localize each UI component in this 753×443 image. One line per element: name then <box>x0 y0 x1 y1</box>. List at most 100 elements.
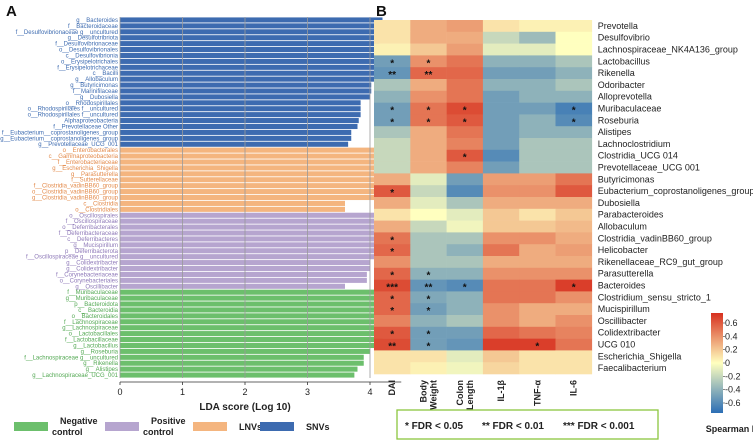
heatmap-cell <box>410 55 447 68</box>
heatmap-cell <box>482 173 520 186</box>
heatmap-cell <box>555 303 593 316</box>
lda-bar-label: c__Clostridia <box>83 201 118 207</box>
heatmap-cell <box>482 20 520 33</box>
lda-bar-label: g__Escherichia_Shigella <box>52 166 118 172</box>
legend-label: Positive control <box>143 416 186 437</box>
lda-bar-snvs <box>120 106 361 112</box>
heatmap-cell <box>446 279 484 292</box>
lda-bar-label: g__Dubosiella <box>80 95 119 101</box>
lda-bar-label: o__Corynebacteriales <box>60 278 118 284</box>
lda-bar-lnvs <box>120 200 345 206</box>
spearman-colorbar: 0.6 0.4 0.2 0 -0.2 -0.4 -0.6 Spearman R <box>706 313 753 434</box>
heatmap-cell <box>446 90 484 103</box>
heatmap-row-label: Dubosiella <box>598 198 640 208</box>
heatmap-cell <box>374 173 411 186</box>
lda-bar-label: o__Rhodospirillales f__uncultured <box>28 107 118 113</box>
significance-star: * <box>390 58 394 69</box>
lda-bar-snvs <box>120 112 361 118</box>
lda-bar-label: g__Parasutterella <box>71 172 119 178</box>
heatmap-cell <box>482 79 520 92</box>
heatmap-cell <box>410 232 447 245</box>
heatmap-significance-stars: * *** *** * * ** * * ****** **** ** * ** ** ** *** * * <box>386 58 575 352</box>
lda-bar-lnvs <box>120 153 409 159</box>
lda-bar-snvs <box>120 52 379 59</box>
lda-bar-positive-control <box>120 277 367 283</box>
legend-swatch-lnvs <box>193 422 227 431</box>
lda-bar-label: o__Oscillospirales <box>69 213 118 219</box>
significance-star: ** <box>388 342 396 353</box>
heatmap-cell <box>410 90 447 103</box>
significance-star: * <box>390 188 394 199</box>
lda-bar-negative-control <box>120 313 417 319</box>
legend-swatch-positive-control <box>105 422 139 431</box>
significance-star: * <box>535 342 539 353</box>
heatmap-row-label: Roseburia <box>598 115 639 125</box>
heatmap-cell <box>519 161 556 174</box>
heatmap-row-label: Parabacteroides <box>598 210 664 220</box>
lda-bar-label: g__Bacteroides <box>76 18 118 24</box>
heatmap-cell <box>555 220 593 233</box>
heatmap-cell <box>446 185 484 198</box>
heatmap-cell <box>410 362 447 375</box>
lda-bar-label: o__Enterobacterales <box>63 148 118 154</box>
lda-bar-negative-control <box>120 319 415 325</box>
heatmap-cell <box>410 20 447 33</box>
lda-bar-label: o__Rhodospirillales <box>66 101 118 107</box>
lda-group-legend: Negative control Positive control LNVs SNVs <box>14 416 330 437</box>
heatmap-cell <box>446 208 484 221</box>
lda-bar-positive-control <box>120 254 377 260</box>
heatmap-cell <box>555 126 593 139</box>
lda-bar-negative-control <box>120 366 358 372</box>
heatmap-cell <box>555 138 593 151</box>
lda-bar-snvs <box>120 118 359 124</box>
lda-x-tick-label: 1 <box>180 387 185 397</box>
significance-star: * <box>463 117 467 128</box>
lda-bar-positive-control <box>120 248 383 254</box>
lda-bar-label: g__Muribaculaceae <box>66 296 119 302</box>
heatmap-cell <box>519 67 556 80</box>
heatmap-row-label: Clostridia_vadinBB60_group <box>598 233 712 243</box>
heatmap-cell <box>374 232 411 245</box>
colorbar-tick-label: -0.2 <box>725 371 741 381</box>
heatmap-cell <box>446 303 484 316</box>
lda-bar-label: Alphaproteobacteria <box>64 119 118 125</box>
significance-star: *** <box>386 283 398 294</box>
lda-bar-label: c__Bacteroidia <box>78 308 118 314</box>
heatmap-cell <box>482 303 520 316</box>
heatmap-cell <box>482 138 520 151</box>
lda-bar-label: f__Muribaculaceae <box>67 290 118 296</box>
heatmap-cell <box>519 256 556 269</box>
lda-bars: g__Bacteroidesf__Bacteroidaceaef__Desulf… <box>0 17 420 379</box>
heatmap-cell <box>410 43 447 56</box>
significance-star: * <box>390 117 394 128</box>
lda-bar-label: o__Erysipelotrichales <box>61 59 118 65</box>
heatmap-cell <box>555 362 593 375</box>
heatmap-row-label: Faecalibacterium <box>598 363 667 373</box>
panel-letter-a: A <box>6 3 17 20</box>
heatmap-cell <box>446 291 484 304</box>
significance-star: * <box>463 283 467 294</box>
significance-star: * <box>426 106 430 117</box>
lda-bar-lnvs <box>120 147 411 153</box>
heatmap-cell <box>374 138 411 151</box>
heatmap-cell <box>446 197 484 210</box>
heatmap-cell <box>482 338 520 351</box>
heatmap-cell <box>374 55 411 68</box>
lda-bar-lnvs <box>120 194 386 201</box>
heatmap-row-label: Alloprevotella <box>598 92 652 102</box>
heatmap-cell <box>374 362 411 375</box>
lda-bar-lnvs <box>120 206 345 212</box>
lda-bar-label: g__Mucispirillum <box>73 243 118 249</box>
lda-bar-snvs <box>120 82 372 88</box>
heatmap-cell <box>555 208 593 221</box>
heatmap-cell <box>555 79 593 92</box>
lda-bar-label: o__Deferribacterales <box>62 225 118 231</box>
lda-bar-label: o__Clostridiales <box>75 207 118 213</box>
lda-bar-label: g__Eubacterium__coprostanoligenes_group <box>0 136 118 142</box>
heatmap-cell <box>482 315 520 328</box>
lda-bar-label: g__Allobaculum <box>75 77 118 83</box>
lda-bar-label: p__Bacteroidota <box>74 302 118 308</box>
heatmap-row-label: Lachnospiraceae_NK4A136_group <box>598 45 738 55</box>
heatmap-cell <box>519 267 556 280</box>
heatmap-cell <box>410 338 447 351</box>
